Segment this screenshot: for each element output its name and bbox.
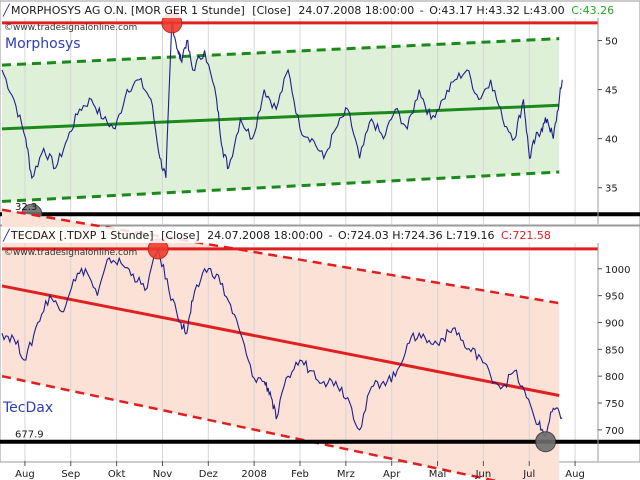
- chart-type-icon: ╱: [2, 3, 11, 17]
- x-tick-label: Aug: [565, 469, 585, 480]
- morphosys-price-line: [1, 20, 563, 180]
- morphosys-plot-area: [0, 12, 640, 225]
- chart-type-icon: ╱: [2, 228, 11, 242]
- x-tick-label: Apr: [383, 469, 401, 480]
- x-axis: Aug Sep Okt Nov Dez 2008 Feb Mrz Apr Mai Jun Jul Aug: [15, 461, 585, 480]
- tecdax-mode: [Close]: [161, 229, 200, 242]
- tecdax-low-marker: [535, 431, 557, 453]
- morphosys-watermark: www.tradesignalonline.com: [13, 23, 137, 33]
- copyright-icon: ©: [4, 248, 13, 258]
- tecdax-y-tick-label: 700: [605, 426, 624, 437]
- svg-text:TECDAX [.TDXP 1 Stunde]: TECDAX [.TDXP 1 Stunde] [Close] 24.07.20…: [10, 229, 551, 242]
- tecdax-y-tick-label: 750: [605, 399, 624, 410]
- morphosys-symbol: MORPHOSYS AG O.N. [MOR GER 1 Stunde]: [11, 4, 245, 17]
- tecdax-plot-area: [0, 208, 640, 480]
- tecdax-watermark: www.tradesignalonline.com: [13, 248, 137, 258]
- tecdax-y-tick-label: 950: [605, 292, 624, 303]
- x-tick-label: Feb: [291, 469, 309, 480]
- tecdax-y-tick-label: 1000: [605, 265, 630, 276]
- tecdax-support-label: 677.9: [15, 430, 44, 441]
- tecdax-ohlc: O:724.03 H:724.36 L:719.16: [338, 229, 494, 242]
- morphosys-center-trend-line: [1, 103, 560, 131]
- morphosys-y-tick-label: 50: [605, 37, 618, 48]
- tecdax-name-label: TecDax: [2, 400, 53, 416]
- x-tick-label: Mai: [429, 469, 447, 480]
- copyright-icon: ©: [4, 23, 13, 33]
- morphosys-y-tick-label: 40: [605, 135, 618, 146]
- x-tick-label: Dez: [199, 469, 218, 480]
- svg-text:MORPHOSYS AG O.N. [MOR GER 1: MORPHOSYS AG O.N. [MOR GER 1 Stunde] [Cl…: [11, 4, 614, 17]
- morphosys-panel: 35 40 45 50 ╱ MORPHOSYS AG O.N. [MOR GER 1 …: [0, 0, 640, 226]
- morphosys-header: ╱ MORPHOSYS AG O.N. [MOR GER 1 Stunde] […: [2, 3, 614, 17]
- tecdax-datetime: 24.07.2008 18:00:00: [207, 229, 323, 242]
- morphosys-y-axis: 35 40 45 50: [597, 18, 618, 224]
- x-tick-label: Jul: [522, 469, 535, 480]
- morphosys-upper-trend-line: [1, 37, 560, 67]
- morphosys-datetime: 24.07.2008 18:00:00: [298, 4, 414, 17]
- tecdax-y-axis: 700 750 800 850 900 950 1000: [597, 243, 630, 461]
- tecdax-panel: 700 750 800 850 900 950 1000 ╱ TECDAX [.TDXP 1…: [0, 208, 640, 480]
- tecdax-y-tick-label: 850: [605, 345, 624, 356]
- tecdax-lower-trend-line: [1, 374, 498, 480]
- tecdax-y-tick-label: 800: [605, 372, 624, 383]
- morphosys-support-label: 32.3: [15, 202, 37, 213]
- tecdax-symbol: TECDAX [.TDXP 1 Stunde]: [10, 229, 154, 242]
- tecdax-channel-fill: [2, 209, 560, 480]
- morphosys-lower-trend-line: [1, 170, 560, 203]
- tecdax-y-tick-label: 900: [605, 318, 624, 329]
- x-tick-label: Jun: [475, 469, 492, 480]
- morphosys-close-value: C:43.26: [571, 4, 614, 17]
- morphosys-name-label: Morphosys: [5, 36, 81, 52]
- tecdax-upper-trend-line: [1, 208, 560, 305]
- tecdax-center-trend-line: [1, 284, 560, 397]
- morphosys-y-tick-label: 35: [605, 184, 618, 195]
- x-tick-label: Mrz: [337, 469, 355, 480]
- tecdax-header: ╱ TECDAX [.TDXP 1 Stunde] [Close] 24.07.…: [2, 228, 551, 242]
- morphosys-mode: [Close]: [252, 4, 291, 17]
- tecdax-price-line: [1, 246, 563, 437]
- x-tick-label: Okt: [108, 469, 126, 480]
- x-tick-label: Nov: [153, 469, 173, 480]
- morphosys-ohlc: O:43.17 H:43.32 L:43.00: [429, 4, 564, 17]
- tecdax-close-value: C:721.58: [501, 229, 551, 242]
- x-tick-label: 2008: [241, 469, 266, 480]
- x-tick-label: Aug: [15, 469, 35, 480]
- morphosys-y-tick-label: 45: [605, 86, 618, 97]
- x-tick-label: Sep: [61, 469, 80, 480]
